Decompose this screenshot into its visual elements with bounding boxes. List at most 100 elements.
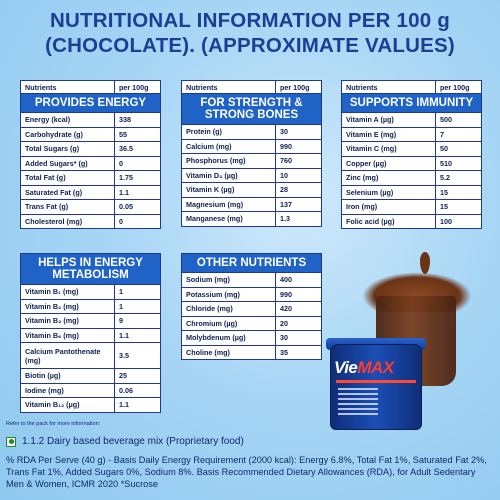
nutrient-value: 1.1 xyxy=(113,327,162,343)
table-row: Vitamin E (mg) 7 xyxy=(341,126,482,142)
nutrient-name: Molybdenum (µg) xyxy=(181,330,276,346)
nutrient-value: 0 xyxy=(114,155,161,171)
table-header: FOR STRENGTH & STRONG BONES xyxy=(181,93,322,125)
nutrient-value: 510 xyxy=(435,155,482,171)
nutrient-name: Vitamin B₁₂ (µg) xyxy=(20,397,115,413)
nutrient-name: Selenium (µg) xyxy=(341,184,436,200)
nutrient-value: 1.75 xyxy=(114,170,161,186)
nutrient-value: 1.3 xyxy=(275,211,322,227)
nutrient-value: 10 xyxy=(275,167,322,183)
nutrient-name: Energy (kcal) xyxy=(20,112,115,128)
nutrient-value: 7 xyxy=(435,126,482,142)
nutrient-value: 30 xyxy=(275,124,322,140)
nutrient-value: 50 xyxy=(435,141,482,157)
veg-mark-icon xyxy=(6,436,16,447)
nutrient-name: Phosphorus (mg) xyxy=(181,153,276,169)
nutrient-value: 100 xyxy=(435,213,482,229)
table-other-nutrients: OTHER NUTRIENTS Sodium (mg) 400 Potassium … xyxy=(181,253,322,360)
table-row: Vitamin B₁₂ (µg) 1.1 xyxy=(20,397,162,413)
nutrient-value: 25 xyxy=(113,368,162,384)
table-row: Energy (kcal) 338 xyxy=(20,112,161,128)
nutrient-name: Choline (mg) xyxy=(181,344,276,360)
nutrient-name: Biotin (µg) xyxy=(20,368,115,384)
col-per100g: per 100g xyxy=(275,80,322,94)
nutrient-name: Iodine (mg) xyxy=(20,382,115,398)
title-line-2: (CHOCOLATE). (APPROXIMATE VALUES) xyxy=(45,34,455,57)
table-row: Vitamin C (mg) 50 xyxy=(341,141,482,157)
nutrient-name: Sodium (mg) xyxy=(181,272,276,288)
table-row: Molybdenum (µg) 30 xyxy=(181,330,322,346)
table-row: Vitamin B₁ (mg) 1 xyxy=(20,284,162,300)
table-row: Potassium (mg) 990 xyxy=(181,286,322,302)
nutrient-value: 1.1 xyxy=(113,397,162,413)
table-row: Vitamin A (µg) 500 xyxy=(341,112,482,128)
table-row: Total Sugars (g) 36.5 xyxy=(20,141,161,157)
table-row: Chromium (µg) 20 xyxy=(181,315,322,331)
nutrient-name: Vitamin B₁ (mg) xyxy=(20,284,115,300)
table-row: Calcium Pantothenate (mg) 3.5 xyxy=(20,342,162,369)
nutrient-name: Calcium Pantothenate (mg) xyxy=(20,342,115,369)
table-row: Vitamin B₆ (mg) 1.1 xyxy=(20,327,162,343)
table-row: Carbohydrate (g) 55 xyxy=(20,126,161,142)
nutrient-value: 36.5 xyxy=(114,141,161,157)
table-row: Selenium (µg) 15 xyxy=(341,184,482,200)
table-row: Sodium (mg) 400 xyxy=(181,272,322,288)
nutrient-name: Folic acid (µg) xyxy=(341,213,436,229)
nutrient-name: Added Sugars* (g) xyxy=(20,155,115,171)
product-jar xyxy=(330,344,422,430)
nutrient-value: 990 xyxy=(275,138,322,154)
table-row: Vitamin D₃ (µg) 10 xyxy=(181,167,322,183)
table-header: PROVIDES ENERGY xyxy=(20,93,161,113)
nutrient-value: 0.05 xyxy=(114,199,161,215)
nutrient-value: 1 xyxy=(113,298,162,314)
table-row: Biotin (µg) 25 xyxy=(20,368,162,384)
nutrient-name: Calcium (mg) xyxy=(181,138,276,154)
table-row: Total Fat (g) 1.75 xyxy=(20,170,161,186)
nutrient-name: Vitamin C (mg) xyxy=(341,141,436,157)
nutrient-name: Copper (µg) xyxy=(341,155,436,171)
nutrient-name: Vitamin B₂ (mg) xyxy=(20,298,115,314)
nutrient-name: Saturated Fat (g) xyxy=(20,184,115,200)
table-header: HELPS IN ENERGY METABOLISM xyxy=(19,253,162,285)
brand-logo: VieMAX xyxy=(334,358,394,377)
table-row: Copper (µg) 510 xyxy=(341,155,482,171)
nutrient-value: 35 xyxy=(275,344,322,360)
jar-band xyxy=(336,380,416,383)
table-supports-immunity: Nutrients per 100g SUPPORTS IMMUNITY Vita… xyxy=(341,80,482,229)
table-row: Manganese (mg) 1.3 xyxy=(181,211,322,227)
table-row: Cholesterol (mg) 0 xyxy=(20,213,161,229)
product-image: VieMAX xyxy=(308,252,498,432)
nutrient-name: Zinc (mg) xyxy=(341,170,436,186)
col-nutrients: Nutrients xyxy=(20,80,115,94)
nutrient-value: 1 xyxy=(113,284,162,300)
table-row: Trans Fat (g) 0.05 xyxy=(20,199,161,215)
nutrient-name: Protein (g) xyxy=(181,124,276,140)
col-per100g: per 100g xyxy=(114,80,161,94)
col-nutrients: Nutrients xyxy=(341,80,436,94)
jar-label-text-graphic xyxy=(338,388,378,416)
food-category-line: 1.1.2 Dairy based beverage mix (Propriet… xyxy=(6,436,244,447)
nutrient-value: 0.06 xyxy=(113,382,162,398)
nutrient-value: 500 xyxy=(435,112,482,128)
nutrient-value: 9 xyxy=(113,313,162,329)
nutrient-name: Total Fat (g) xyxy=(20,170,115,186)
table-row: Choline (mg) 35 xyxy=(181,344,322,360)
nutrient-value: 137 xyxy=(275,196,322,212)
nutrient-name: Potassium (mg) xyxy=(181,286,276,302)
nutrient-name: Chloride (mg) xyxy=(181,301,276,317)
table-row: Vitamin K (µg) 28 xyxy=(181,182,322,198)
nutrient-name: Vitamin B₆ (mg) xyxy=(20,327,115,343)
nutrient-name: Total Sugars (g) xyxy=(20,141,115,157)
table-row: Zinc (mg) 5.2 xyxy=(341,170,482,186)
page-title: NUTRITIONAL INFORMATION PER 100 g (CHOCO… xyxy=(0,8,500,58)
nutrient-name: Chromium (µg) xyxy=(181,315,276,331)
nutrient-name: Magnesium (mg) xyxy=(181,196,276,212)
refer-note: Refer to the pack for more information: xyxy=(6,421,101,427)
nutrient-value: 15 xyxy=(435,184,482,200)
table-row: Phosphorus (mg) 760 xyxy=(181,153,322,169)
title-line-1: NUTRITIONAL INFORMATION PER 100 g xyxy=(50,9,450,32)
food-category-text: 1.1.2 Dairy based beverage mix (Propriet… xyxy=(22,436,244,447)
table-strength-bones: Nutrients per 100g FOR STRENGTH & STRONG … xyxy=(181,80,322,227)
table-row: Vitamin B₃ (mg) 9 xyxy=(20,313,162,329)
table-row: Iron (mg) 15 xyxy=(341,199,482,215)
